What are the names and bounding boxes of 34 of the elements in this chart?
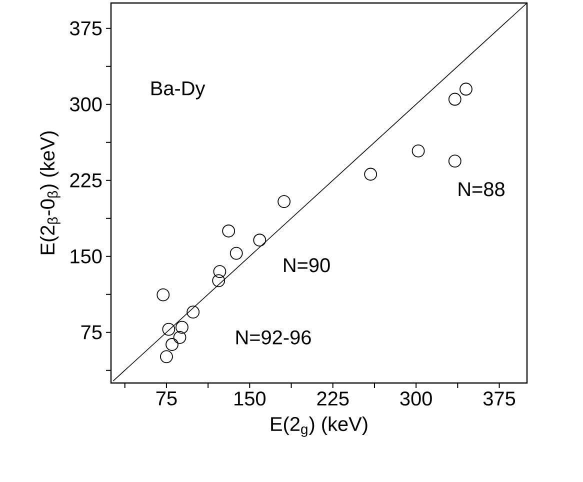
point bbox=[186, 306, 200, 319]
point bbox=[162, 322, 176, 336]
y-tick-label: 75 bbox=[81, 325, 102, 340]
x-tick-label: 225 bbox=[317, 392, 349, 406]
x-tick-label: 375 bbox=[483, 392, 516, 406]
y-tick-label: 225 bbox=[70, 173, 102, 188]
x-tick-label: 75 bbox=[156, 392, 177, 406]
point bbox=[278, 195, 291, 208]
annotation: N=90 bbox=[284, 258, 330, 272]
point bbox=[156, 288, 170, 302]
annotation: Ba-Dy bbox=[152, 81, 206, 100]
point bbox=[176, 320, 188, 334]
point bbox=[448, 92, 462, 106]
point bbox=[212, 274, 226, 288]
point bbox=[412, 144, 425, 158]
point bbox=[173, 330, 186, 344]
point bbox=[460, 82, 472, 96]
point bbox=[222, 224, 236, 238]
annotation: N=92-96 bbox=[236, 330, 311, 344]
point bbox=[448, 154, 462, 168]
point bbox=[166, 338, 178, 351]
y-tick-label: 375 bbox=[70, 21, 102, 36]
y-tick-label: 300 bbox=[70, 97, 102, 112]
point bbox=[364, 168, 378, 181]
point bbox=[230, 246, 243, 260]
y-tick-label: 150 bbox=[70, 249, 102, 264]
annotation: N=88 bbox=[458, 182, 504, 196]
point bbox=[253, 234, 266, 247]
point bbox=[213, 265, 226, 278]
y-axis-title: E(2$_{β}$-0$_{β}$) (keV) bbox=[40, 131, 60, 254]
x-tick-label: 150 bbox=[234, 392, 266, 406]
x-axis-title: E(2$_{g}$) (keV) bbox=[271, 416, 368, 437]
x-tick-label: 300 bbox=[400, 392, 432, 406]
point bbox=[160, 350, 173, 364]
